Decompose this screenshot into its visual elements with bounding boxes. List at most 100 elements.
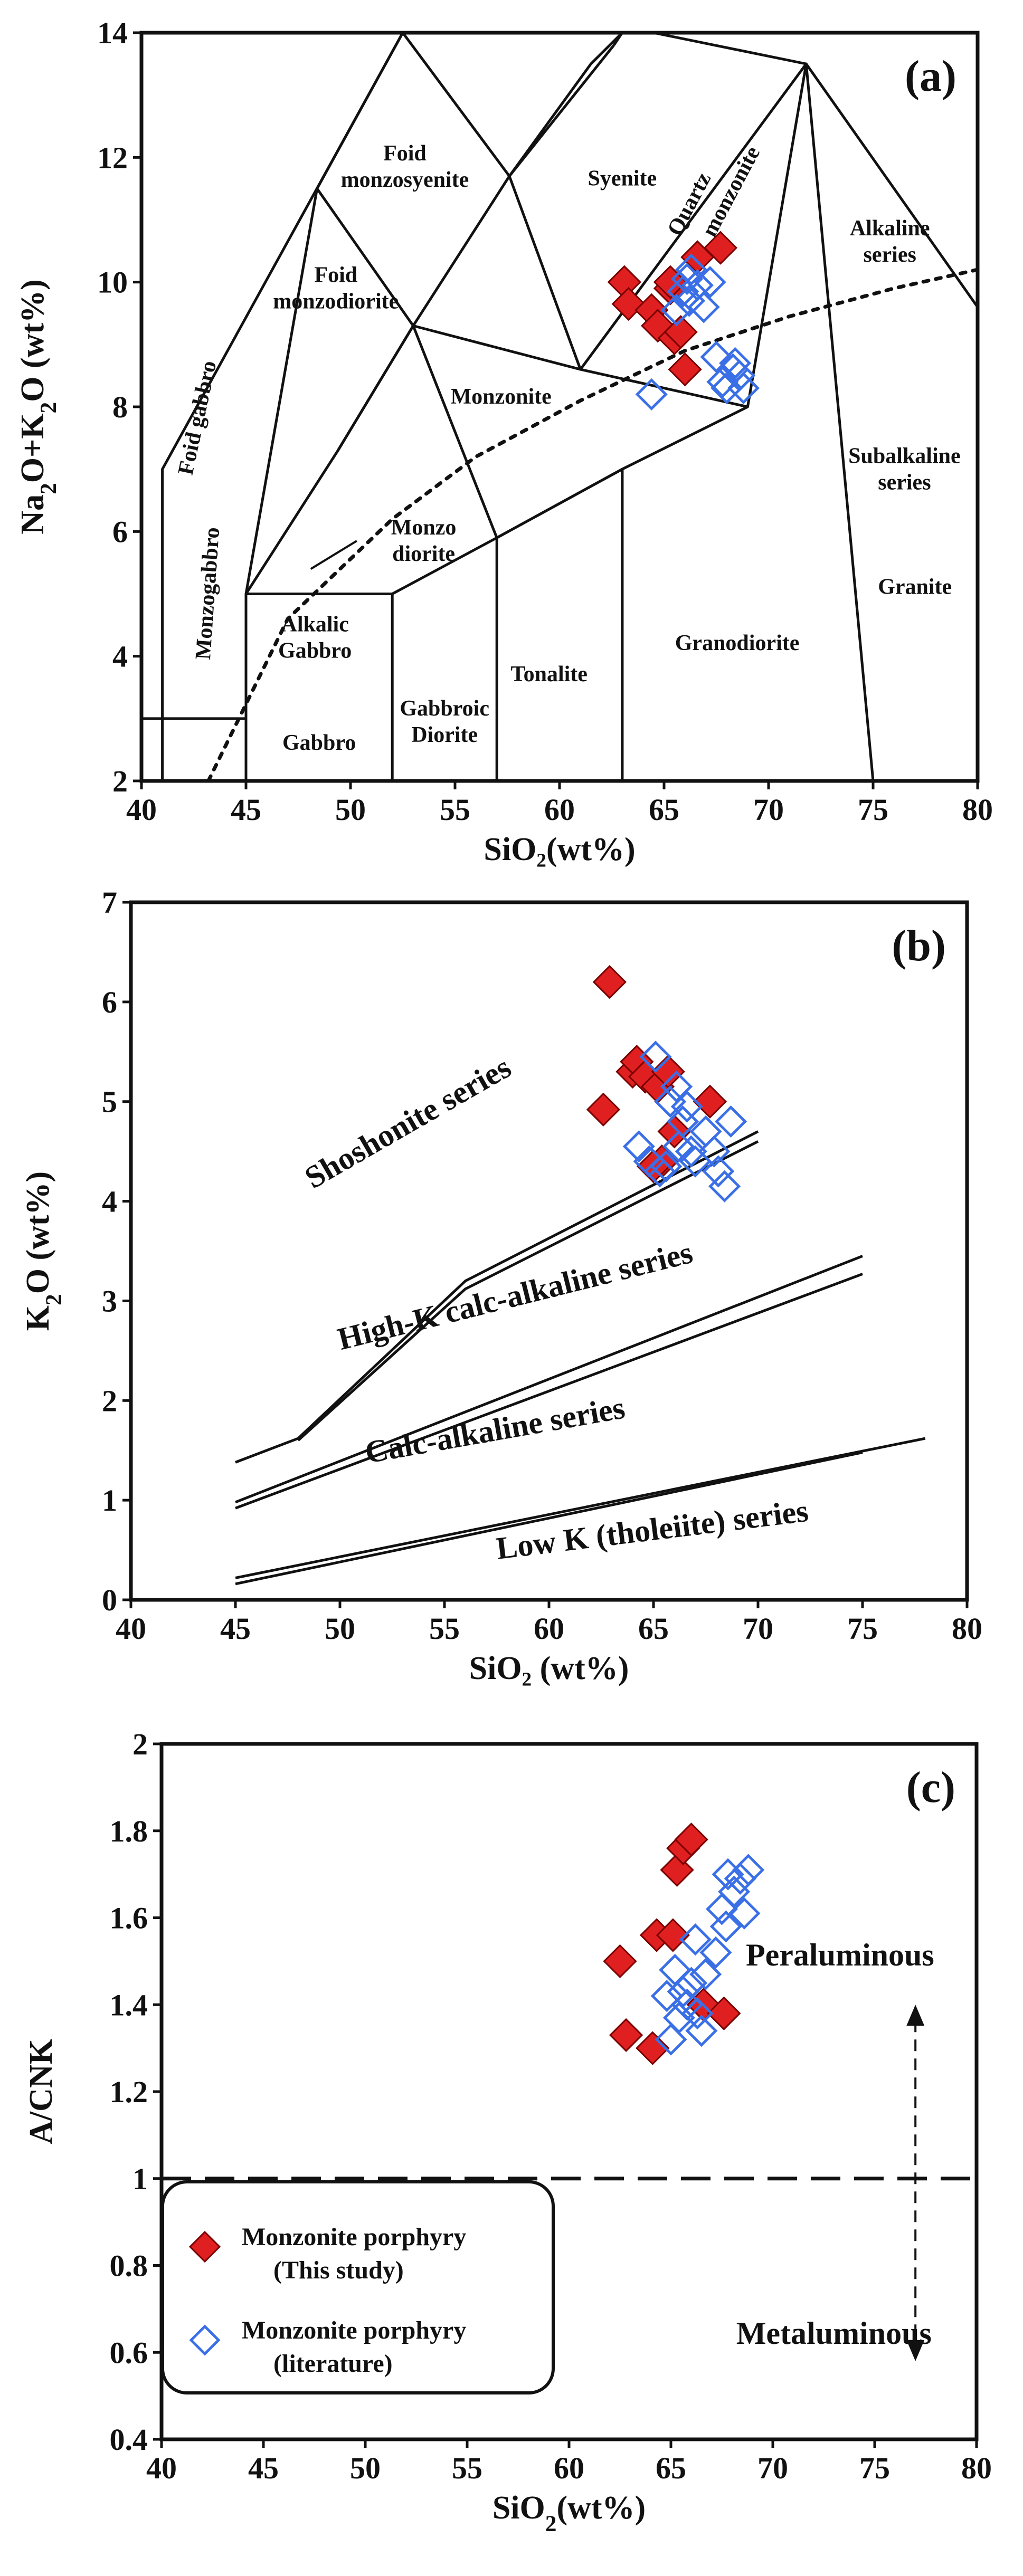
data-point-open-diamond <box>727 372 760 405</box>
field-label: Gabbro <box>278 638 352 663</box>
field-boundary-line <box>244 593 394 781</box>
y-tick-label: 2 <box>132 1727 148 1761</box>
y-axis-label-part: O (wt%) <box>20 1171 56 1294</box>
data-point-filled-diamond <box>657 1114 692 1149</box>
y-tick-label: 1.8 <box>110 1814 148 1848</box>
data-point-open-diamond <box>672 284 706 317</box>
y-tick-label: 1.4 <box>110 1988 148 2022</box>
field-label: monzosyenite <box>341 168 469 192</box>
field-label: Alkalic <box>281 612 349 636</box>
x-tick-label: 75 <box>847 1611 878 1646</box>
y-tick-label: 1 <box>102 1483 117 1518</box>
plot-area <box>235 1130 926 1586</box>
data-point-open-diamond <box>687 291 720 323</box>
series-literature <box>650 1854 765 2056</box>
legend-box <box>161 2180 555 2394</box>
data-point-open-diamond <box>681 1997 714 2030</box>
x-tick-label: 45 <box>231 793 261 827</box>
x-tick-label: 50 <box>350 2451 381 2485</box>
legend-open-diamond-icon <box>189 2324 221 2356</box>
field-label: Diorite <box>411 723 478 747</box>
y-axis-label: Na2O+K2O (wt%) <box>15 279 61 534</box>
leader-line <box>310 540 357 570</box>
y-axis-label-part: 2 <box>36 483 61 494</box>
data-point-open-diamond <box>675 253 708 286</box>
x-tick-label: 80 <box>952 1611 982 1646</box>
series-boundary-label: Low K (tholeiite) series <box>494 1493 810 1566</box>
data-point-open-diamond <box>679 1923 712 1956</box>
chart-panel-a: 40 45 50 55 60 65 70 75 802468101214SiO₂(wt%)Na2… <box>15 16 993 867</box>
field-boundary-line <box>653 33 807 65</box>
x-tick-label: 65 <box>649 793 679 827</box>
data-point-open-diamond <box>675 1135 707 1168</box>
data-point-open-diamond <box>662 2001 695 2034</box>
x-tick-label: 75 <box>859 2451 890 2485</box>
y-axis-label-part: A/CNK <box>23 2039 59 2144</box>
data-point-open-diamond <box>650 1150 683 1183</box>
field-label: Gabbro <box>282 731 356 755</box>
y-tick-label: 6 <box>102 985 117 1019</box>
data-point-filled-diamond <box>651 1054 685 1089</box>
x-tick-label: 80 <box>961 2451 992 2485</box>
x-tick-label: 45 <box>248 2451 279 2485</box>
x-axis-label: SiO₂ (wt%) <box>469 1650 629 1686</box>
y-tick-label: 0 <box>102 1583 117 1617</box>
data-point-open-diamond <box>718 1875 751 1908</box>
field-label: diorite <box>392 542 455 566</box>
x-tick-label: 80 <box>962 793 993 827</box>
y-tick-label: 10 <box>97 265 128 300</box>
data-point-open-diamond <box>667 1976 699 2008</box>
y-tick-label: 3 <box>102 1284 117 1318</box>
panel-label: (c) <box>906 1763 955 1812</box>
y-axis-label-part: Na <box>15 494 51 535</box>
y-axis-label-part: K <box>20 1305 56 1331</box>
x-tick-label: 60 <box>534 1611 564 1646</box>
legend-filled-diamond-icon <box>188 2230 221 2263</box>
data-point-open-diamond <box>694 266 726 299</box>
x-tick-label: 70 <box>743 1611 773 1646</box>
data-point-open-diamond <box>689 1958 722 1991</box>
field-label: Granodiorite <box>675 631 800 655</box>
x-tick-label: 65 <box>656 2451 686 2485</box>
field-label-rotated: Monzogabbro <box>191 527 224 661</box>
data-point-open-diamond <box>650 1980 683 2012</box>
data-point-open-diamond <box>719 347 752 379</box>
data-point-filled-diamond <box>707 1996 741 2030</box>
field-boundary-line <box>337 325 414 452</box>
field-label: series <box>864 243 916 267</box>
x-tick-label: 40 <box>126 793 157 827</box>
y-tick-label: 0.4 <box>110 2422 148 2457</box>
data-point-filled-diamond <box>674 1823 708 1857</box>
legend-label: Monzonite porphyry <box>242 2223 466 2251</box>
x-axis-label-part: (wt%) <box>556 2490 646 2526</box>
data-point-open-diamond <box>709 1910 742 1943</box>
y-tick-label: 2 <box>112 764 128 798</box>
field-label: Foid <box>314 263 357 288</box>
data-point-filled-diamond <box>656 1918 690 1952</box>
data-point-open-diamond <box>714 1105 747 1138</box>
data-point-open-diamond <box>711 372 743 405</box>
field-label: series <box>878 470 931 494</box>
x-tick-label: 60 <box>554 2451 584 2485</box>
data-point-open-diamond <box>732 1854 765 1886</box>
field-label: Monzonite <box>450 385 551 409</box>
field-boundary-line <box>612 33 623 46</box>
field-label: Subalkaline <box>848 444 960 468</box>
data-point-open-diamond <box>639 1041 672 1073</box>
field-label-rotated: Foid gabbro <box>174 359 222 478</box>
x-tick-label: 40 <box>146 2451 177 2485</box>
x-tick-label: 75 <box>858 793 888 827</box>
data-point-open-diamond <box>728 1897 761 1930</box>
data-point-open-diamond <box>724 1862 756 1895</box>
data-point-filled-diamond <box>603 1944 637 1979</box>
x-tick-label: 45 <box>220 1611 251 1646</box>
field-boundary-line <box>235 1437 926 1579</box>
field-label: monzodiorite <box>273 290 399 314</box>
data-point-filled-diamond <box>693 1084 727 1119</box>
x-tick-label: 70 <box>757 2451 788 2485</box>
x-tick-label: 40 <box>116 1611 146 1646</box>
y-axis-label-part: 2 <box>41 1294 67 1305</box>
y-tick-label: 5 <box>102 1085 117 1119</box>
